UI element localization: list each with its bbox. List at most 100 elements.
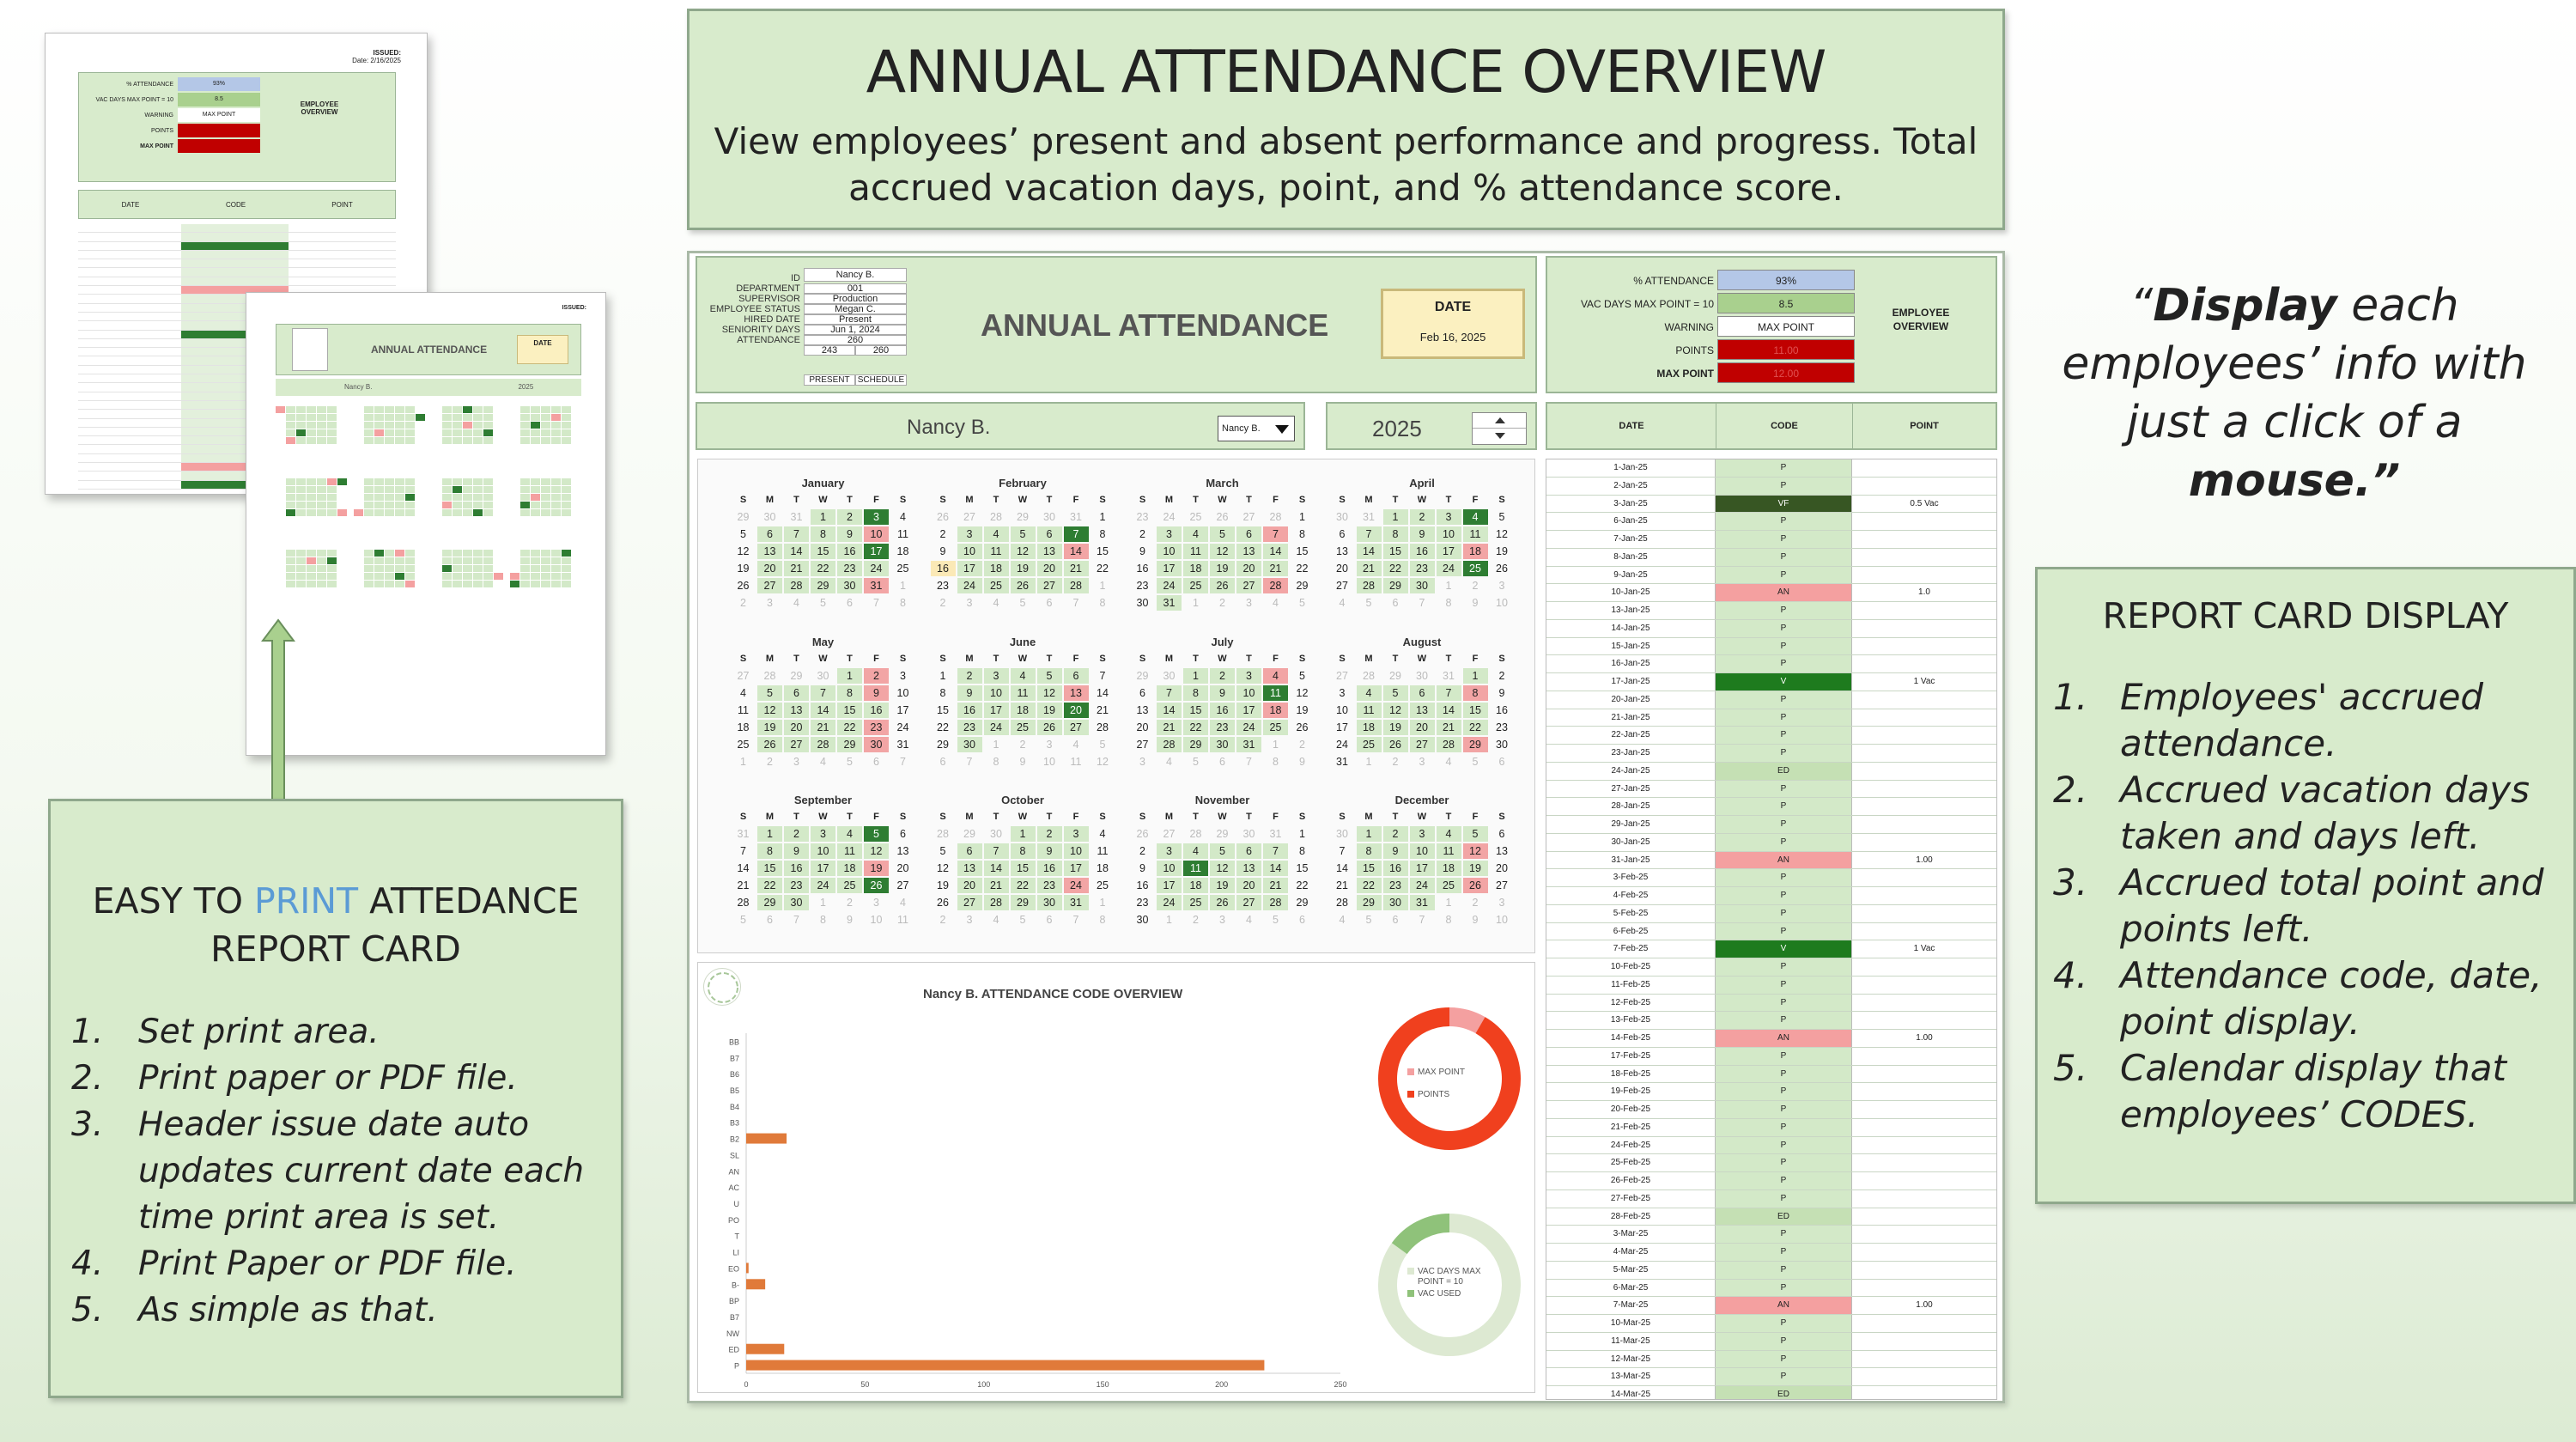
- calendar-day[interactable]: 6: [1498, 755, 1505, 768]
- calendar-day[interactable]: 4: [1339, 914, 1346, 927]
- calendar-day[interactable]: 25: [896, 563, 909, 575]
- calendar-day[interactable]: 12: [757, 702, 782, 718]
- table-row[interactable]: 12-Feb-25 P: [1546, 994, 1996, 1013]
- calendar-day[interactable]: 2: [1392, 755, 1399, 768]
- calendar-day[interactable]: 24: [1236, 719, 1261, 735]
- calendar-day[interactable]: 17: [896, 703, 909, 716]
- calendar-day[interactable]: 25: [1356, 736, 1382, 752]
- calendar-day[interactable]: 12: [1036, 684, 1062, 701]
- calendar-day[interactable]: 1: [993, 738, 999, 751]
- calendar-day[interactable]: 12: [1097, 755, 1109, 768]
- calendar-day[interactable]: 9: [1409, 526, 1435, 542]
- calendar-day[interactable]: 20: [1236, 878, 1261, 894]
- calendar-day[interactable]: 15: [1010, 861, 1036, 877]
- calendar-day[interactable]: 3: [1236, 667, 1261, 684]
- calendar-day[interactable]: 4: [740, 686, 746, 699]
- calendar-day[interactable]: 22: [1097, 563, 1109, 575]
- calendar-day[interactable]: 14: [811, 702, 835, 718]
- calendar-day[interactable]: 5: [1036, 667, 1062, 684]
- calendar-day[interactable]: 9: [1210, 684, 1235, 701]
- table-row[interactable]: 7-Jan-25 P: [1546, 531, 1996, 549]
- calendar-day[interactable]: 23: [1036, 878, 1062, 894]
- calendar-day[interactable]: 9: [864, 684, 889, 701]
- calendar-day[interactable]: 6: [784, 684, 809, 701]
- calendar-day[interactable]: 7: [1263, 843, 1288, 860]
- calendar-day[interactable]: 4: [1183, 526, 1208, 542]
- calendar-day[interactable]: 14: [1263, 861, 1288, 877]
- calendar-day[interactable]: 10: [896, 686, 909, 699]
- calendar-day[interactable]: 27: [757, 578, 782, 593]
- calendar-day[interactable]: 31: [1070, 511, 1082, 523]
- calendar-day[interactable]: 11: [1183, 544, 1208, 559]
- calendar-day[interactable]: 1: [1099, 511, 1106, 523]
- calendar-day[interactable]: 23: [1136, 897, 1149, 910]
- calendar-day[interactable]: 29: [1296, 580, 1309, 592]
- calendar-day[interactable]: 10: [957, 544, 982, 559]
- calendar-day[interactable]: 9: [1299, 755, 1305, 768]
- calendar-day[interactable]: 26: [1210, 578, 1235, 593]
- calendar-day[interactable]: 11: [1070, 755, 1082, 768]
- employee-dropdown[interactable]: Nancy B.: [1218, 416, 1295, 441]
- calendar-day[interactable]: 6: [1392, 914, 1399, 927]
- calendar-day[interactable]: 17: [811, 861, 835, 877]
- calendar-day[interactable]: 25: [1097, 879, 1109, 892]
- calendar-day[interactable]: 8: [900, 597, 906, 609]
- calendar-day[interactable]: 21: [1263, 878, 1288, 894]
- calendar-day[interactable]: 24: [1157, 578, 1182, 593]
- calendar-day[interactable]: 16: [1136, 879, 1149, 892]
- calendar-day[interactable]: 14: [1063, 544, 1089, 559]
- table-row[interactable]: 13-Mar-25 P: [1546, 1368, 1996, 1386]
- calendar-day[interactable]: 4: [1183, 843, 1208, 860]
- table-row[interactable]: 19-Feb-25 P: [1546, 1083, 1996, 1101]
- calendar-day[interactable]: 1: [811, 509, 835, 525]
- calendar-day[interactable]: 5: [1462, 826, 1488, 843]
- calendar-day[interactable]: 23: [837, 561, 862, 576]
- calendar-day[interactable]: 8: [1445, 597, 1452, 609]
- calendar-day[interactable]: 2: [1193, 914, 1199, 927]
- calendar-day[interactable]: 4: [820, 755, 826, 768]
- calendar-day[interactable]: 17: [1409, 861, 1435, 877]
- calendar-day[interactable]: 9: [957, 684, 982, 701]
- calendar-day[interactable]: 4: [1339, 597, 1346, 609]
- calendar-day[interactable]: 8: [1099, 528, 1106, 540]
- calendar-day[interactable]: 6: [1409, 684, 1435, 701]
- calendar-day[interactable]: 28: [1063, 578, 1089, 593]
- calendar-day[interactable]: 6: [900, 828, 906, 841]
- calendar-day[interactable]: 3: [1339, 686, 1346, 699]
- calendar-day[interactable]: 11: [1010, 684, 1036, 701]
- calendar-day[interactable]: 29: [737, 511, 750, 523]
- calendar-day[interactable]: 3: [900, 669, 906, 682]
- calendar-day[interactable]: 3: [1157, 526, 1182, 542]
- calendar-day[interactable]: 16: [864, 702, 889, 718]
- calendar-day[interactable]: 8: [820, 914, 826, 927]
- calendar-day[interactable]: 5: [1019, 597, 1026, 609]
- calendar-day[interactable]: 30: [1036, 895, 1062, 911]
- calendar-day[interactable]: 12: [1462, 843, 1488, 860]
- calendar-day[interactable]: 6: [1139, 686, 1145, 699]
- calendar-day[interactable]: 13: [1063, 684, 1089, 701]
- calendar-day[interactable]: 7: [873, 597, 879, 609]
- calendar-day[interactable]: 11: [837, 843, 862, 860]
- calendar-day[interactable]: 18: [737, 721, 750, 733]
- calendar-day[interactable]: 24: [1436, 561, 1461, 576]
- calendar-day[interactable]: 11: [1097, 845, 1109, 858]
- calendar-day[interactable]: 24: [983, 719, 1009, 735]
- calendar-day[interactable]: 27: [737, 669, 750, 682]
- calendar-day[interactable]: 4: [793, 597, 799, 609]
- calendar-day[interactable]: 29: [1017, 511, 1029, 523]
- table-row[interactable]: 24-Feb-25 P: [1546, 1136, 1996, 1155]
- calendar-day[interactable]: 10: [1336, 703, 1348, 716]
- calendar-day[interactable]: 24: [1336, 738, 1348, 751]
- calendar-day[interactable]: 27: [1242, 511, 1255, 523]
- calendar-day[interactable]: 14: [1097, 686, 1109, 699]
- calendar-day[interactable]: 30: [1336, 828, 1348, 841]
- calendar-day[interactable]: 15: [1382, 544, 1408, 559]
- calendar-day[interactable]: 30: [864, 736, 889, 752]
- calendar-day[interactable]: 2: [1139, 528, 1145, 540]
- calendar-day[interactable]: 5: [740, 528, 746, 540]
- calendar-day[interactable]: 26: [1136, 828, 1149, 841]
- calendar-day[interactable]: 8: [1356, 843, 1382, 860]
- calendar-day[interactable]: 11: [897, 914, 908, 927]
- calendar-day[interactable]: 8: [1183, 684, 1208, 701]
- calendar-day[interactable]: 24: [1163, 511, 1176, 523]
